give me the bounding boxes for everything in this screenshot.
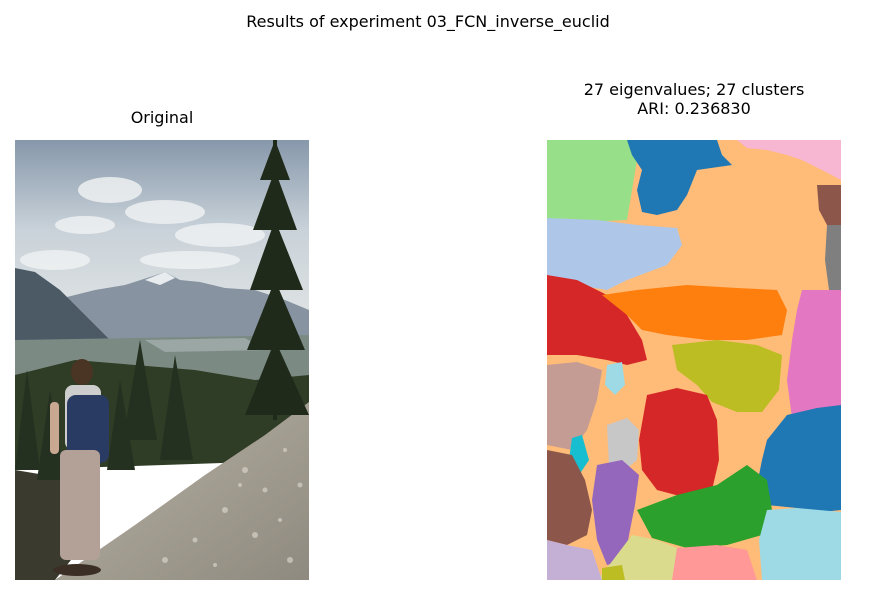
person-hair [71,359,93,385]
segment-red-center [639,388,719,498]
segment-light-cyan [759,508,841,580]
far-mountains [55,272,309,355]
segment-light-cyan-patch [605,362,625,395]
tall-tree [245,140,309,420]
segmentation-title-line2: ARI: 0.236830 [637,99,751,118]
segment-blue-top [627,140,732,215]
valley-river [145,338,265,352]
person [50,359,109,576]
segment-blue-right [757,405,841,512]
segment-light-gray [607,418,639,470]
segment-purple [592,460,639,565]
segment-gray [825,225,841,290]
segment-light-green [547,140,637,222]
segment-pink-top [737,140,841,180]
segment-red-left [547,275,647,365]
segment-brown-top [817,185,841,225]
segmentation-title: 27 eigenvalues; 27 clusters ARI: 0.23683… [500,80,881,118]
slope-rocks [162,448,303,567]
segment-lavender [547,540,602,580]
clouds [20,177,265,270]
person-pants [60,450,100,560]
segment-salmon [672,545,757,580]
near-mountain [15,268,135,355]
original-image [15,140,309,580]
segmentation-map [547,140,841,580]
segment-mauve [547,362,602,450]
segment-green [637,465,772,548]
person-boots [53,564,101,576]
original-image-canvas [15,140,309,580]
segment-pink-right [787,290,841,425]
segmentation-canvas [547,140,841,580]
backpack [67,395,109,463]
segment-orange [602,285,787,340]
rocky-slope [55,402,309,580]
snow-peak [145,272,175,285]
figure-suptitle: Results of experiment 03_FCN_inverse_euc… [246,12,610,31]
person-arm [50,402,59,454]
segment-brown-bottom [547,450,592,545]
segment-olive-small [602,565,625,580]
segmentation-title-line1: 27 eigenvalues; 27 clusters [583,80,805,99]
segment-olive [672,340,782,412]
original-image-title: Original [130,108,194,127]
segment-light-blue [547,218,682,290]
